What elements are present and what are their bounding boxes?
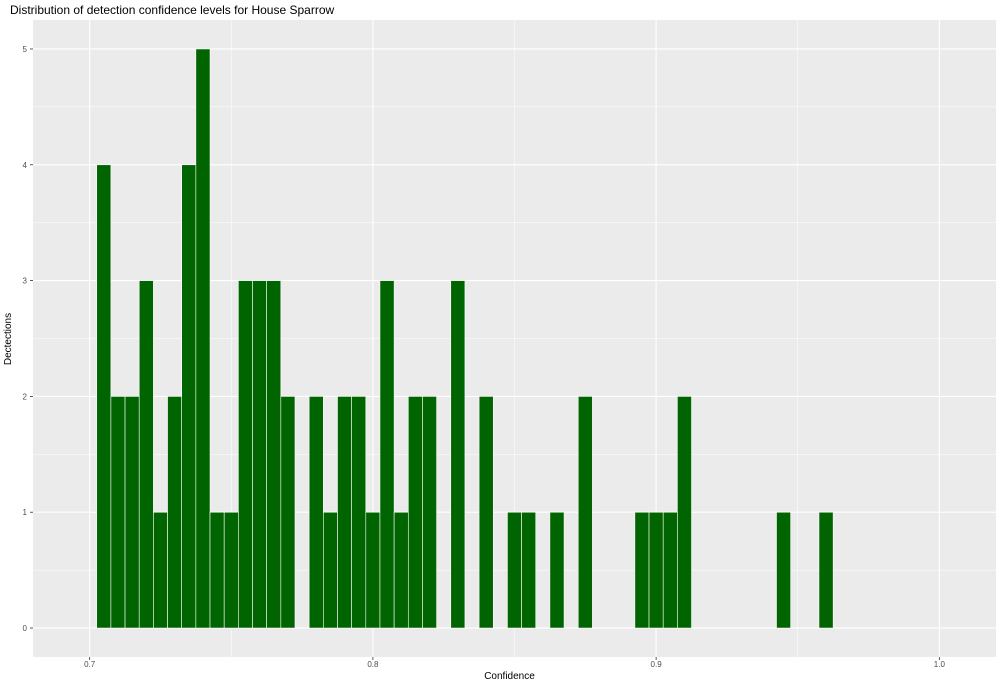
histogram-bar — [521, 511, 537, 629]
x-axis: 0.7 0.8 0.9 1.0 — [84, 657, 945, 669]
histogram-bar — [308, 396, 324, 629]
histogram-bar — [138, 280, 154, 629]
y-tick-label: 5 — [23, 45, 28, 54]
histogram-bar — [124, 396, 140, 629]
histogram-bar — [507, 511, 522, 629]
x-tick-label: 0.9 — [651, 660, 663, 669]
y-tick-label: 3 — [23, 277, 28, 286]
histogram-bar — [662, 511, 678, 629]
y-tick-label: 4 — [23, 161, 28, 170]
histogram-bar — [238, 280, 253, 629]
histogram-bar — [167, 396, 182, 629]
y-axis: 0 1 2 3 4 5 — [23, 45, 33, 633]
histogram-bar — [323, 511, 338, 629]
histogram-bar — [351, 396, 367, 629]
histogram-bar — [634, 511, 650, 629]
x-axis-title: Confidence — [484, 671, 535, 682]
histogram-bar — [181, 164, 197, 629]
histogram-bar — [209, 511, 225, 629]
histogram-bar — [393, 511, 409, 629]
y-tick-label: 1 — [23, 508, 28, 517]
histogram-bar — [648, 511, 664, 629]
histogram-bar — [450, 280, 466, 629]
y-axis-title: Dectections — [3, 313, 14, 365]
histogram-bar — [776, 511, 791, 629]
x-tick-label: 0.8 — [367, 660, 379, 669]
histogram-bar — [280, 396, 296, 629]
histogram-bar — [422, 396, 437, 629]
histogram-bar — [677, 396, 692, 629]
histogram-bar — [266, 280, 282, 629]
histogram-bar — [110, 396, 126, 629]
histogram-bar — [478, 396, 494, 629]
y-tick-label: 2 — [23, 392, 28, 401]
histogram-bar — [549, 511, 565, 629]
chart-title: Distribution of detection confidence lev… — [10, 3, 335, 17]
histogram-bar — [337, 396, 352, 629]
x-tick-label: 0.7 — [84, 660, 96, 669]
histogram-bar — [96, 164, 112, 629]
bars — [96, 48, 834, 629]
y-tick-label: 0 — [23, 624, 28, 633]
histogram-bar — [223, 511, 239, 629]
histogram-bar — [407, 396, 423, 629]
histogram-bar — [818, 511, 834, 629]
histogram-bar — [153, 511, 168, 629]
histogram-bar — [577, 396, 593, 629]
histogram-bar — [252, 280, 267, 629]
histogram-bar — [379, 280, 395, 629]
histogram-bar — [365, 511, 381, 629]
histogram-bar — [195, 48, 211, 629]
x-tick-label: 1.0 — [934, 660, 946, 669]
